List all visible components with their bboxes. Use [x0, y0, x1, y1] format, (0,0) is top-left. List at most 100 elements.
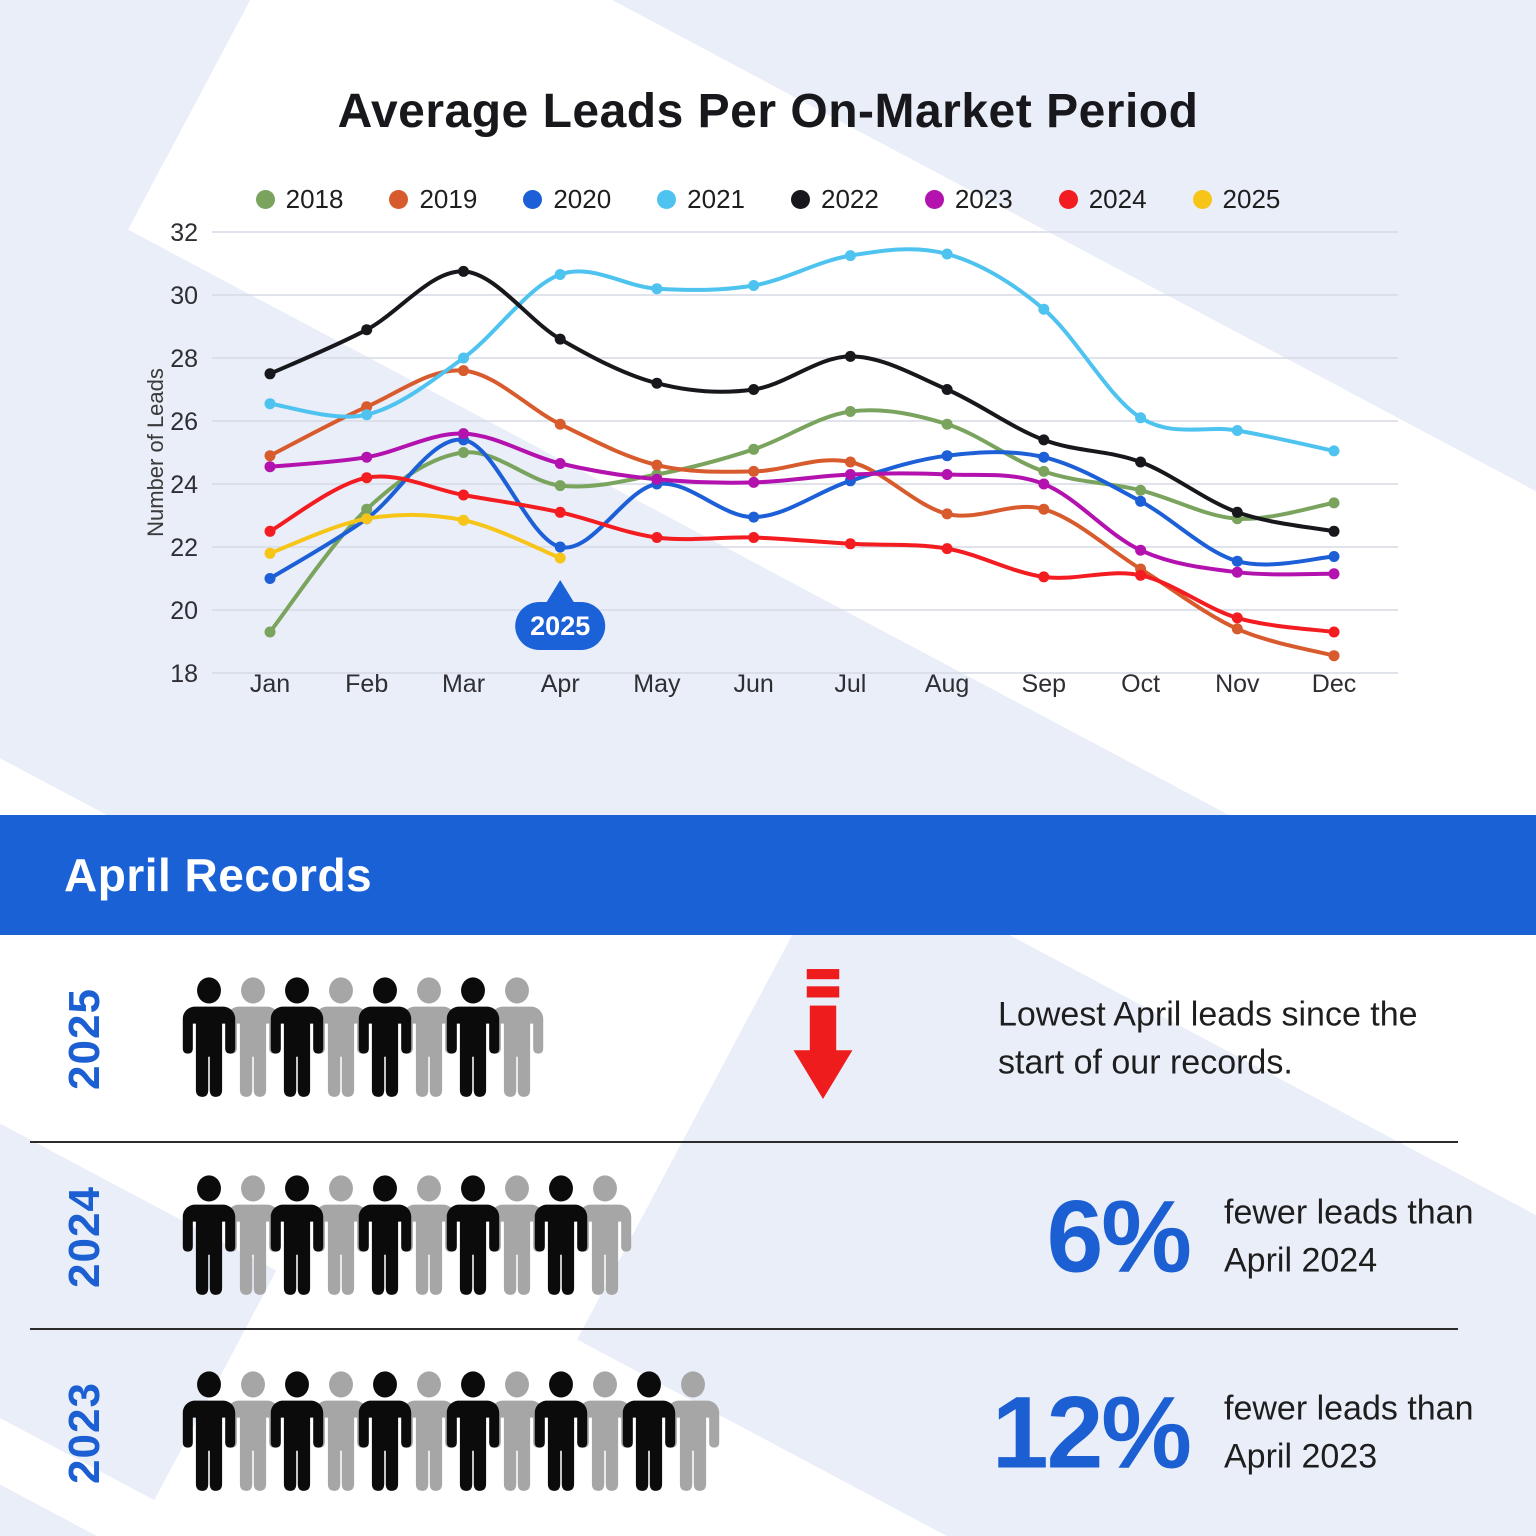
stat-value-2024: 6%	[1046, 1179, 1192, 1293]
data-point-2023	[1038, 478, 1050, 490]
data-point-2024	[1135, 569, 1147, 581]
data-point-2022	[1231, 506, 1243, 518]
data-point-2023	[458, 428, 469, 440]
x-tick-label: Mar	[442, 670, 485, 698]
data-point-2024	[748, 532, 760, 543]
april-row-2024: 2024 6% fewer leads than April 2024	[0, 1143, 1536, 1330]
data-point-2022	[941, 384, 953, 395]
data-point-2023	[844, 469, 856, 480]
y-axis-label: Number of Leads	[143, 368, 168, 537]
legend-item-2019: 2019	[389, 184, 477, 215]
data-point-2020	[1135, 495, 1147, 507]
legend-dot	[924, 190, 944, 209]
data-point-2021	[651, 283, 663, 295]
legend-item-2018: 2018	[255, 184, 344, 215]
legend-dot	[1192, 190, 1212, 209]
data-point-2021	[458, 352, 469, 364]
data-point-2020	[264, 573, 276, 584]
person-icon	[446, 1371, 500, 1491]
y-tick-label: 32	[170, 219, 198, 247]
data-point-2025	[554, 552, 566, 564]
data-point-2018	[458, 447, 469, 458]
legend-label: 2018	[285, 184, 344, 214]
data-point-2019	[264, 450, 276, 462]
data-point-2019	[458, 365, 469, 377]
person-icon	[534, 1371, 588, 1491]
april-records-rows: 2025 Lowest April leads since the start o…	[0, 935, 1536, 1536]
legend-dot	[255, 190, 275, 209]
legend-dot	[791, 190, 810, 209]
data-point-2022	[264, 368, 276, 380]
data-point-2025	[458, 514, 469, 526]
person-icon	[534, 1174, 588, 1295]
data-point-2019	[651, 459, 663, 471]
x-tick-label: Nov	[1215, 670, 1260, 698]
data-point-2023	[941, 469, 953, 480]
x-tick-label: May	[633, 670, 681, 698]
data-point-2022	[1135, 456, 1147, 468]
data-point-2019	[1038, 503, 1050, 515]
data-point-2018	[748, 443, 760, 455]
data-point-2018	[554, 480, 566, 492]
stat-value-2023: 12%	[991, 1375, 1192, 1490]
data-point-2018	[1328, 497, 1340, 509]
people-pictogram-2023	[172, 1371, 730, 1495]
x-tick-label: Sep	[1022, 670, 1066, 698]
decline-arrow	[790, 969, 856, 1101]
legend-label: 2025	[1222, 184, 1281, 214]
data-point-2021	[1135, 412, 1147, 424]
legend-item-2023: 2023	[924, 184, 1013, 215]
legend-label: 2021	[687, 184, 745, 214]
x-tick-label: Dec	[1312, 670, 1356, 698]
section-title: April Records	[64, 849, 373, 901]
data-point-2023	[264, 461, 276, 473]
x-tick-label: Apr	[541, 670, 580, 698]
page-title: Average Leads Per On-Market Period	[337, 85, 1199, 138]
data-point-2023	[651, 473, 663, 485]
people-pictogram-2024	[172, 1174, 642, 1299]
legend-label: 2024	[1088, 184, 1147, 214]
data-point-2022	[458, 265, 469, 277]
legend-label: 2019	[419, 184, 478, 214]
x-tick-label: Oct	[1121, 670, 1160, 698]
y-tick-label: 22	[170, 534, 198, 562]
legend-dot	[523, 190, 543, 209]
person-icon	[182, 977, 236, 1097]
data-point-2022	[651, 377, 663, 389]
series-line-2019	[268, 368, 1336, 658]
data-point-2021	[844, 250, 856, 262]
data-point-2019	[554, 418, 566, 430]
data-point-2019	[1328, 650, 1340, 662]
data-point-2021	[1231, 425, 1243, 436]
y-tick-label: 18	[170, 660, 198, 688]
y-tick-label: 24	[170, 471, 198, 499]
data-point-2024	[554, 506, 566, 518]
x-tick-label: Jul	[834, 670, 866, 698]
data-point-2021	[941, 248, 953, 260]
series-line-2023	[268, 431, 1336, 577]
data-point-2022	[554, 333, 566, 345]
data-point-2023	[554, 458, 566, 469]
series-line-2018	[268, 408, 1336, 634]
person-icon	[182, 1174, 236, 1295]
series-line-2024	[268, 474, 1336, 634]
data-point-2024	[1231, 612, 1243, 624]
year-label-2024: 2024	[60, 1185, 109, 1288]
data-point-2025	[361, 513, 373, 525]
legend-dot	[1058, 190, 1078, 209]
red-down-arrow-icon	[793, 969, 853, 1100]
data-point-2024	[651, 532, 663, 543]
data-point-2022	[361, 324, 373, 336]
data-point-2021	[361, 409, 373, 421]
annotation-2025-callout: 2025	[515, 580, 606, 650]
callout-bubble	[515, 602, 606, 650]
data-point-2021	[264, 398, 276, 410]
year-label-2025: 2025	[60, 988, 109, 1090]
legend-dot	[389, 190, 409, 209]
y-tick-label: 30	[170, 282, 198, 310]
data-point-2024	[1038, 571, 1050, 583]
legend-item-2022: 2022	[791, 184, 879, 215]
april-records-band: April Records	[0, 815, 1536, 935]
data-point-2018	[361, 503, 373, 515]
